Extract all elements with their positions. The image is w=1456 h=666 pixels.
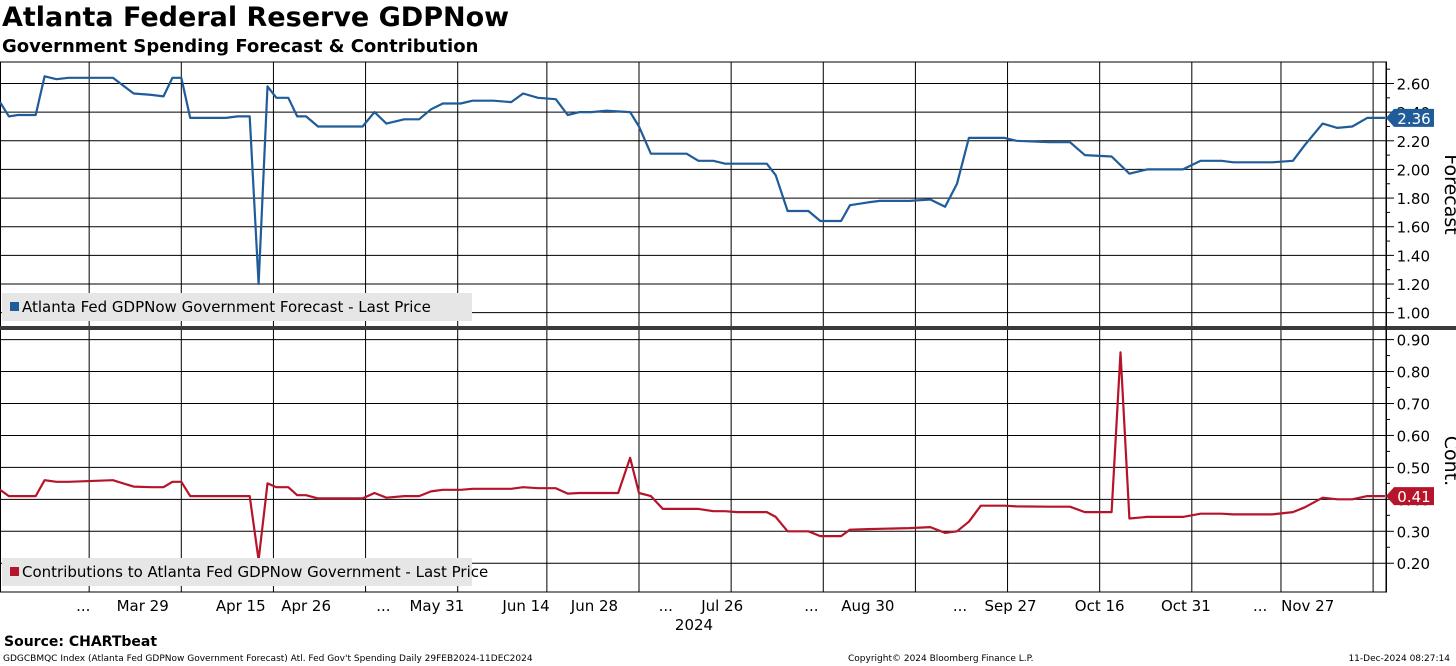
y-tick-label: 0.90 [1397,332,1430,350]
x-tick-label: Oct 31 [1161,597,1211,615]
y-tick-label: 2.20 [1397,133,1430,151]
x-tick-label: Jul 26 [700,597,743,615]
y-tick-label: 0.20 [1397,555,1430,573]
x-tick-label: ... [804,597,818,615]
y-tick-label: 2.60 [1397,75,1430,93]
legend-swatch [10,302,19,311]
x-tick-label: Jun 14 [501,597,549,615]
legend-swatch [10,567,19,576]
x-tick-label: ... [953,597,967,615]
x-axis: ... Mar 29 Apr 15 Apr 26... May 31 Jun 14 Jun … [76,597,1334,634]
y-tick-label: 1.40 [1397,247,1430,265]
last-value-label: 2.36 [1397,110,1430,128]
x-tick-label: ... [659,597,673,615]
footer-description: GDGCBMQC Index (Atlanta Fed GDPNow Gover… [3,654,533,664]
chart-subtitle: Government Spending Forecast & Contribut… [2,36,479,57]
last-value-badge [1386,487,1434,506]
forecast-panel: 1.001.201.401.601.802.002.202.402.602.36… [0,68,1456,323]
y-tick-label: 2.00 [1397,161,1430,179]
y-tick-label: 0.60 [1397,427,1430,445]
x-tick-label: ... [1253,597,1267,615]
y-axis-label: Cont. [1440,436,1456,486]
y-tick-label: 0.30 [1397,523,1430,541]
y-tick-label: 1.20 [1397,276,1430,294]
legend-box [2,558,472,586]
y-tick-label: 0.50 [1397,459,1430,477]
chart-title: Atlanta Federal Reserve GDPNow [2,2,510,33]
x-tick-label: ... [376,597,390,615]
x-tick-label: Sep 27 [984,597,1036,615]
y-tick-label: 1.00 [1397,305,1430,323]
y-axis-label: Forecast [1440,154,1456,234]
x-tick-label: Apr 15 [216,597,266,615]
legend-label: Contributions to Atlanta Fed GDPNow Gove… [22,563,488,581]
contribution-panel: 0.200.300.400.500.600.700.800.900.41Cont… [0,332,1456,586]
y-tick-label: 1.80 [1397,190,1430,208]
x-year-label: 2024 [675,616,713,634]
footer-copyright: Copyright© 2024 Bloomberg Finance L.P. [848,654,1034,664]
forecast-panel-line [0,75,1385,286]
grid-layer [0,61,1456,593]
x-tick-label: Oct 16 [1075,597,1125,615]
x-tick-label: Jun 28 [570,597,618,615]
source-label: Source: CHARTbeat [4,634,158,650]
last-value-badge [1386,108,1434,127]
last-value-label: 0.41 [1397,488,1430,506]
contribution-panel-line [0,351,1385,562]
x-tick-label: Apr 26 [281,597,331,615]
panel-separator [0,326,1456,330]
x-tick-label: ... [76,597,90,615]
x-tick-label: Mar 29 [117,597,169,615]
x-tick-label: May 31 [409,597,464,615]
legend-box [2,293,472,321]
legend-label: Atlanta Fed GDPNow Government Forecast -… [22,298,431,316]
footer-timestamp: 11-Dec-2024 08:27:14 [1348,654,1450,664]
y-tick-label: 1.60 [1397,219,1430,237]
x-tick-label: Nov 27 [1281,597,1334,615]
y-tick-label: 0.80 [1397,364,1430,382]
x-tick-label: Aug 30 [841,597,894,615]
y-tick-label: 0.70 [1397,395,1430,413]
